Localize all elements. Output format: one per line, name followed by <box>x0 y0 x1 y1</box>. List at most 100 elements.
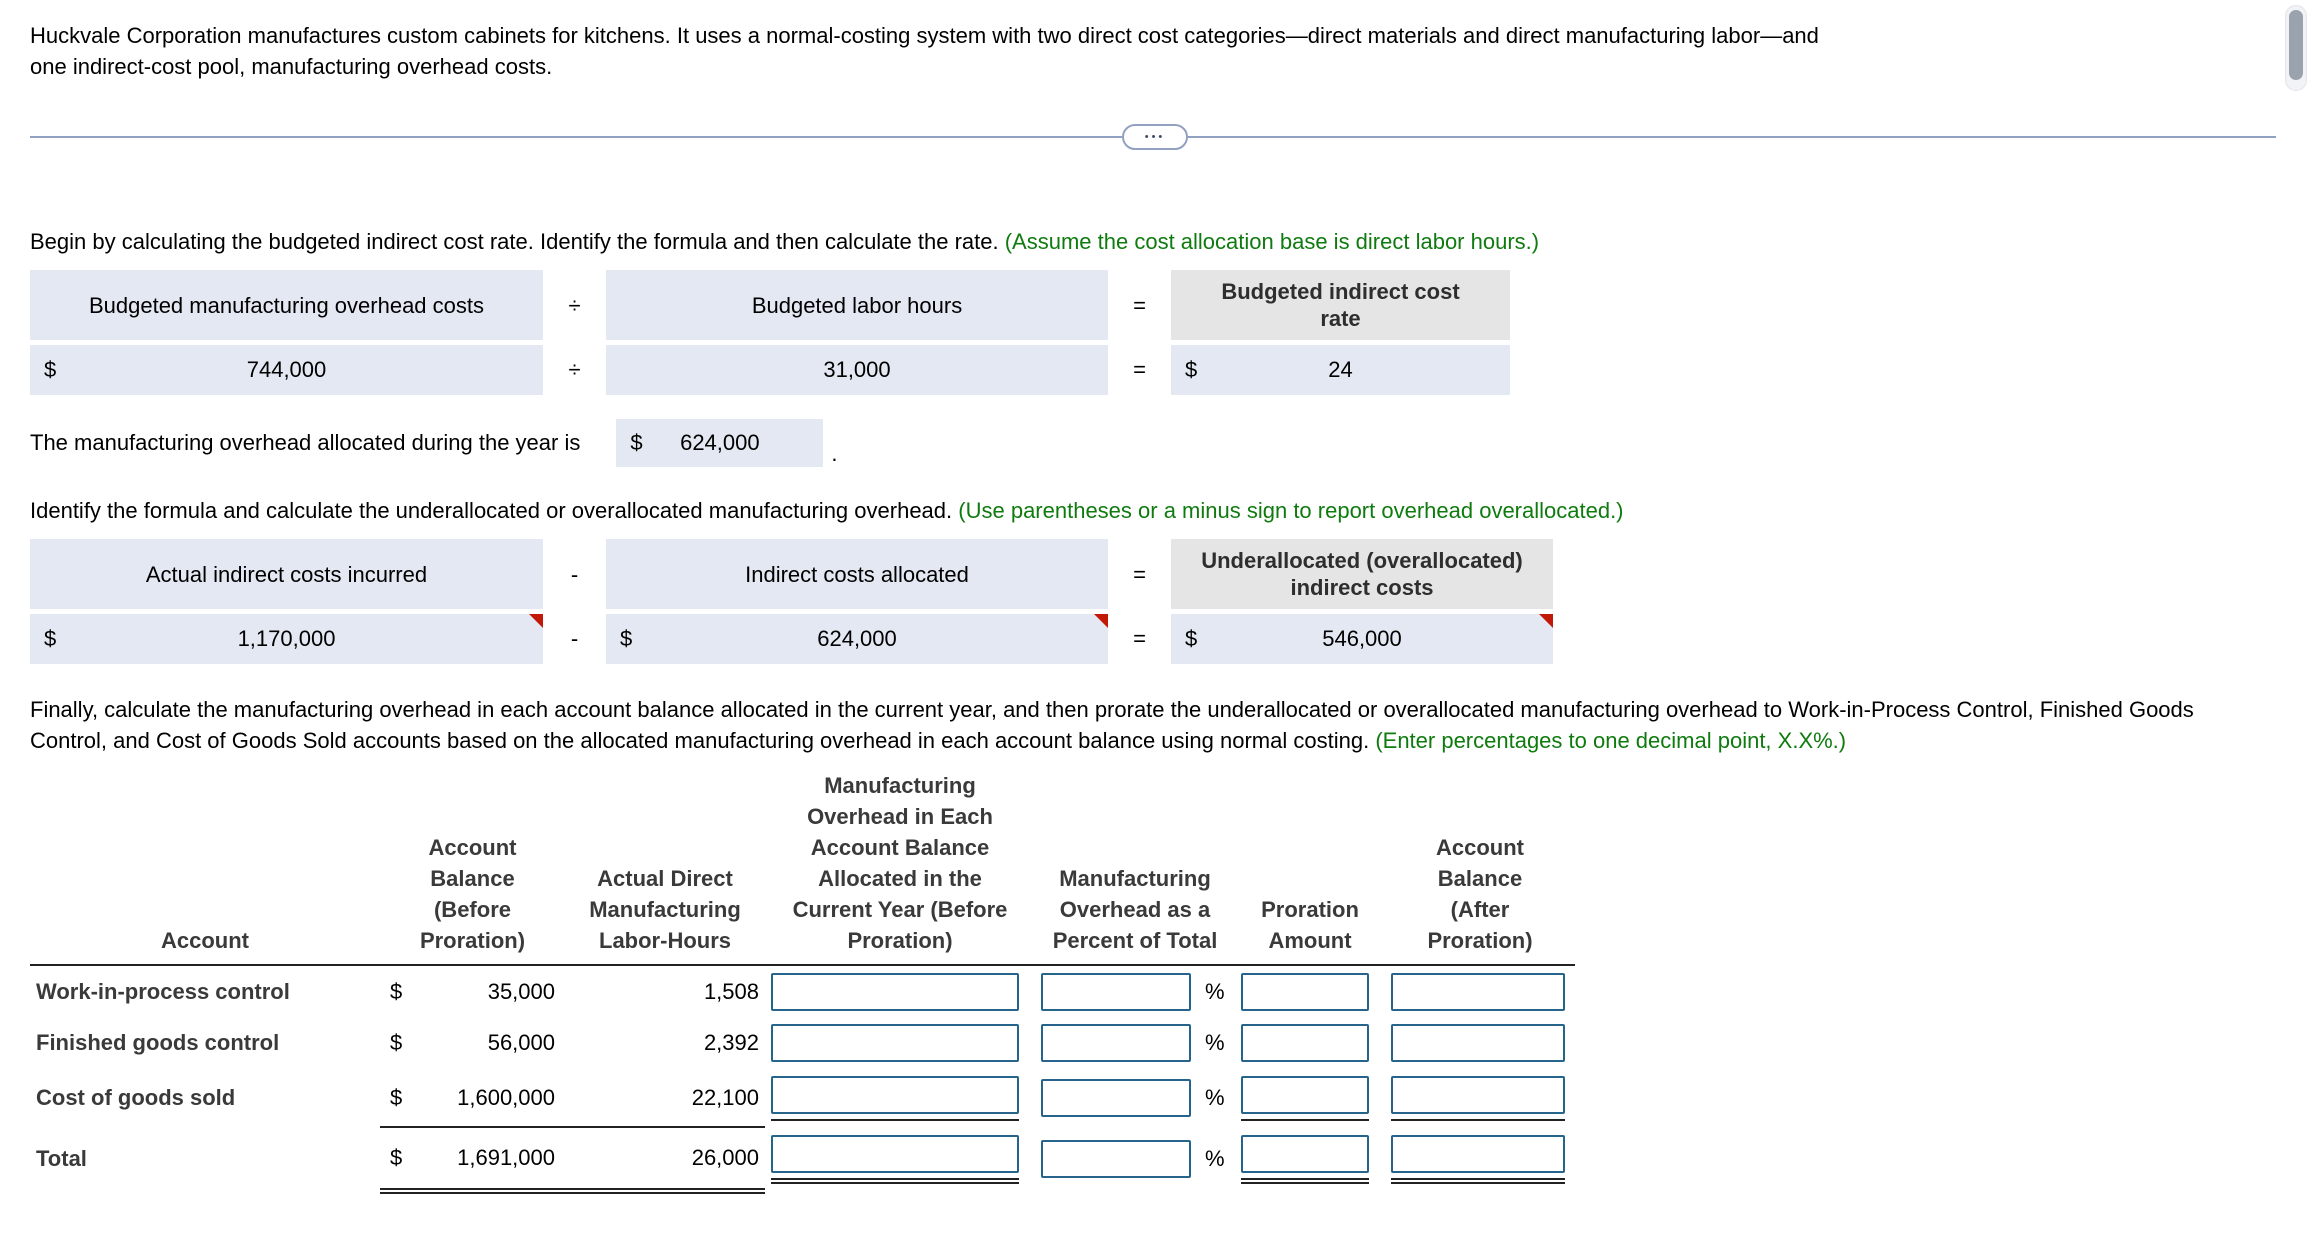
minus-operator: - <box>570 561 579 587</box>
actual-costs-value-cell[interactable]: $ 1,170,000 <box>30 614 543 664</box>
overhead-allocated-input[interactable] <box>771 972 1019 1011</box>
balance-before-value: 56,000 <box>487 1030 555 1055</box>
minus-operator: - <box>570 626 579 651</box>
underallocated-result-header-cell: Underallocated (overallocated) indirect … <box>1171 539 1553 609</box>
rate-numerator-header-cell[interactable]: Budgeted manufacturing overhead costs <box>30 270 543 340</box>
underallocated-result-value: 546,000 <box>1322 626 1402 651</box>
percent-of-total-input[interactable] <box>1041 1079 1191 1117</box>
percent-of-total-input[interactable] <box>1041 1024 1191 1062</box>
proration-amount-input[interactable] <box>1241 1075 1369 1114</box>
balance-after-cell <box>1385 1017 1575 1069</box>
allocated-overhead-value-cell[interactable]: $ 624,000 <box>616 419 824 467</box>
labor-hours-cell: 22,100 <box>565 1069 765 1128</box>
header-balance-after: Account Balance (After Proration) <box>1385 770 1575 966</box>
percent-sign: % <box>1205 1030 1225 1055</box>
proration-amount-input[interactable] <box>1241 972 1369 1011</box>
balance-before-cell: $ 1,600,000 <box>380 1069 565 1128</box>
header-account: Account <box>30 770 380 966</box>
dollar-sign: $ <box>390 1084 403 1110</box>
equals-operator: = <box>1133 561 1146 587</box>
percent-of-total-cell: % <box>1035 1127 1235 1191</box>
overhead-allocated-cell <box>765 1069 1035 1127</box>
rate-denominator-value-cell[interactable]: 31,000 <box>606 345 1108 395</box>
rate-numerator-value-cell[interactable]: $ 744,000 <box>30 345 543 395</box>
balance-after-input[interactable] <box>1391 1134 1565 1173</box>
dollar-sign: $ <box>1185 626 1198 651</box>
table-row: Work-in-process control $ 35,000 1,508 % <box>30 965 1575 1017</box>
rate-denominator-header-cell[interactable]: Budgeted labor hours <box>606 270 1108 340</box>
rate-result-value-cell[interactable]: $ 24 <box>1171 345 1510 395</box>
rate-prompt: Begin by calculating the budgeted indire… <box>30 226 2251 257</box>
underallocated-result-value-cell[interactable]: $ 546,000 <box>1171 614 1553 664</box>
dollar-sign: $ <box>390 978 403 1004</box>
dollar-sign: $ <box>44 357 57 382</box>
underallocated-formula-table: Actual indirect costs incurred - Indirec… <box>30 539 2251 664</box>
balance-after-input[interactable] <box>1391 972 1565 1011</box>
table-header-row: Account Account Balance (Before Proratio… <box>30 770 1575 966</box>
labor-hours-cell: 1,508 <box>703 978 759 1004</box>
table-row: Cost of goods sold $ 1,600,000 22,100 % <box>30 1069 1575 1128</box>
allocated-costs-header-cell[interactable]: Indirect costs allocated <box>606 539 1108 609</box>
allocated-overhead-line: The manufacturing overhead allocated dur… <box>30 419 2251 467</box>
section-divider: ••• <box>30 124 2276 150</box>
percent-of-total-input[interactable] <box>1041 1140 1191 1178</box>
problem-page: Huckvale Corporation manufactures custom… <box>30 23 2276 1194</box>
actual-costs-header-cell[interactable]: Actual indirect costs incurred <box>30 539 543 609</box>
balance-before-value: 1,600,000 <box>457 1084 555 1110</box>
proration-amount-cell <box>1235 1017 1385 1069</box>
proration-prompt: Finally, calculate the manufacturing ove… <box>30 694 2200 756</box>
labor-hours-cell: 2,392 <box>703 1030 759 1055</box>
actual-costs-value: 1,170,000 <box>237 626 336 651</box>
percent-sign: % <box>1205 1146 1225 1171</box>
dollar-sign: $ <box>390 1145 403 1170</box>
balance-after-cell <box>1385 965 1575 1017</box>
percent-sign: % <box>1205 1085 1225 1110</box>
sentence-period: . <box>831 441 838 466</box>
header-proration-amount: Proration Amount <box>1235 770 1385 966</box>
balance-before-value: 35,000 <box>487 978 555 1004</box>
percent-of-total-cell: % <box>1035 1017 1235 1069</box>
dollar-sign: $ <box>620 626 633 651</box>
header-overhead-allocated: Manufacturing Overhead in Each Account B… <box>765 770 1035 966</box>
header-balance-before: Account Balance (Before Proration) <box>380 770 565 966</box>
proration-amount-input[interactable] <box>1241 1024 1369 1062</box>
equals-operator: = <box>1133 626 1146 651</box>
row-label: Total <box>36 1146 87 1171</box>
allocated-costs-value-cell[interactable]: $ 624,000 <box>606 614 1108 664</box>
proration-amount-input[interactable] <box>1241 1134 1369 1173</box>
balance-before-cell: $ 56,000 <box>380 1017 565 1069</box>
problem-statement: Huckvale Corporation manufactures custom… <box>30 23 1819 79</box>
percent-of-total-input[interactable] <box>1041 972 1191 1011</box>
underallocated-prompt: Identify the formula and calculate the u… <box>30 495 2251 526</box>
proration-amount-cell <box>1235 1069 1385 1127</box>
proration-table: Account Account Balance (Before Proratio… <box>30 770 1575 1194</box>
divider-toggle-button[interactable]: ••• <box>1122 124 1188 150</box>
underallocated-prompt-note: (Use parentheses or a minus sign to repo… <box>958 498 1624 523</box>
scrollbar-track <box>2285 5 2307 91</box>
overhead-allocated-cell <box>765 965 1035 1017</box>
labor-hours-cell: 26,000 <box>565 1127 765 1194</box>
percent-of-total-cell: % <box>1035 1069 1235 1127</box>
balance-after-input[interactable] <box>1391 1075 1565 1114</box>
overhead-allocated-input[interactable] <box>771 1075 1019 1114</box>
percent-of-total-cell: % <box>1035 965 1235 1017</box>
proration-prompt-text: Finally, calculate the manufacturing ove… <box>30 697 2194 753</box>
ellipsis-icon: ••• <box>1144 130 1166 143</box>
overhead-allocated-input[interactable] <box>771 1134 1019 1173</box>
rate-formula-table: Budgeted manufacturing overhead costs ÷ … <box>30 270 2251 395</box>
balance-after-input[interactable] <box>1391 1024 1565 1062</box>
balance-after-cell <box>1385 1127 1575 1191</box>
dollar-sign: $ <box>44 626 57 651</box>
balance-before-cell: $ 35,000 <box>380 965 565 1017</box>
scrollbar-thumb[interactable] <box>2289 10 2303 80</box>
red-corner-marker-icon <box>529 614 543 628</box>
rate-prompt-note: (Assume the cost allocation base is dire… <box>1004 229 1540 254</box>
denominator-value: 31,000 <box>823 357 891 382</box>
balance-after-cell <box>1385 1069 1575 1127</box>
equals-operator: = <box>1133 292 1146 318</box>
red-corner-marker-icon <box>1094 614 1108 628</box>
divide-operator: ÷ <box>568 357 581 382</box>
divide-operator: ÷ <box>568 292 581 318</box>
dollar-sign: $ <box>630 430 643 455</box>
overhead-allocated-input[interactable] <box>771 1024 1019 1062</box>
